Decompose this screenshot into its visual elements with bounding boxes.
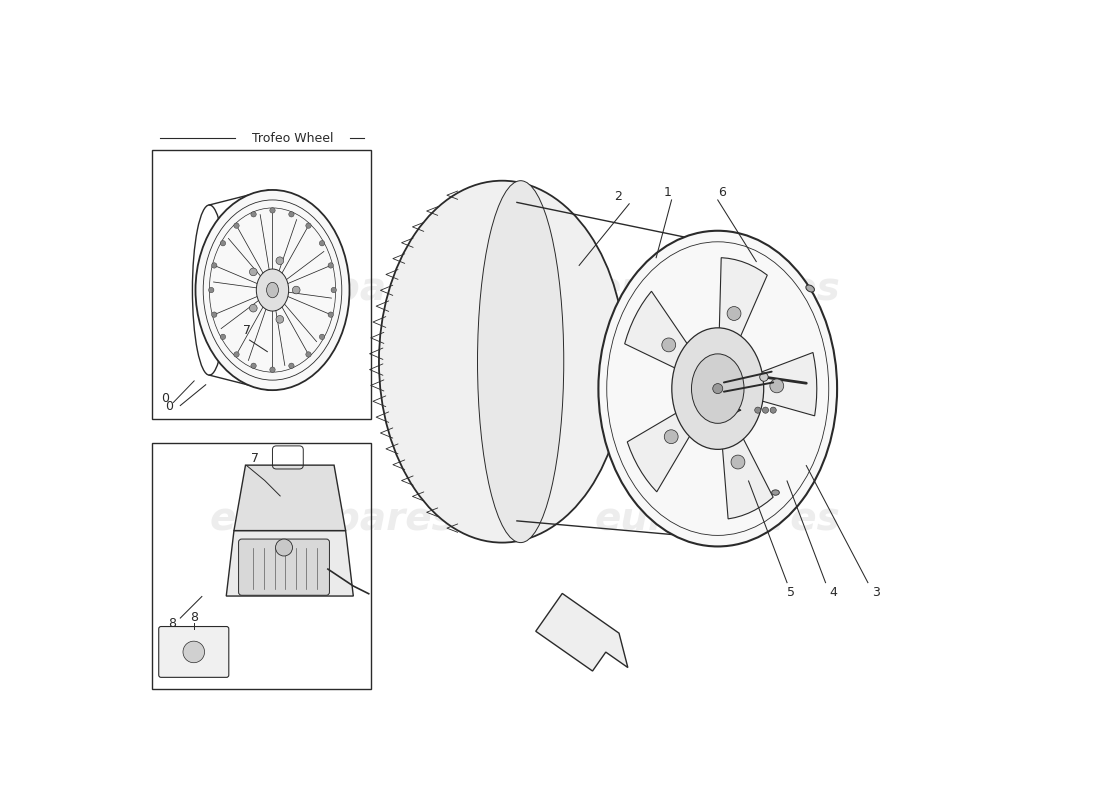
Circle shape — [220, 241, 225, 246]
Circle shape — [770, 379, 783, 393]
Circle shape — [275, 539, 293, 556]
Circle shape — [251, 212, 256, 217]
Ellipse shape — [658, 236, 724, 541]
Circle shape — [288, 363, 294, 369]
Circle shape — [732, 455, 745, 469]
Circle shape — [755, 407, 761, 414]
Text: 8: 8 — [190, 611, 198, 624]
Text: 6: 6 — [717, 186, 726, 198]
Polygon shape — [234, 465, 345, 530]
Circle shape — [662, 338, 675, 352]
Text: eurospares: eurospares — [210, 501, 455, 538]
Text: 0: 0 — [165, 400, 174, 413]
Circle shape — [331, 287, 337, 293]
Circle shape — [220, 334, 225, 339]
Circle shape — [306, 223, 311, 228]
Ellipse shape — [196, 190, 350, 390]
Ellipse shape — [256, 269, 288, 311]
Circle shape — [270, 208, 275, 213]
Polygon shape — [627, 404, 700, 492]
Circle shape — [328, 262, 333, 268]
Text: eurospares: eurospares — [595, 501, 840, 538]
Polygon shape — [746, 353, 817, 416]
Circle shape — [250, 268, 257, 276]
Text: 4: 4 — [829, 586, 837, 599]
Ellipse shape — [772, 490, 779, 495]
Ellipse shape — [692, 354, 744, 423]
Circle shape — [211, 262, 217, 268]
Circle shape — [306, 352, 311, 357]
Circle shape — [276, 257, 284, 265]
Bar — [152, 150, 372, 419]
Text: 2: 2 — [614, 190, 622, 202]
Bar — [152, 442, 372, 689]
Circle shape — [183, 641, 205, 662]
Circle shape — [293, 286, 300, 294]
Circle shape — [319, 241, 324, 246]
Circle shape — [328, 312, 333, 318]
Circle shape — [288, 212, 294, 217]
Circle shape — [211, 312, 217, 318]
Circle shape — [270, 367, 275, 372]
Text: 7: 7 — [242, 324, 251, 338]
Polygon shape — [536, 594, 628, 671]
Polygon shape — [227, 530, 353, 596]
Text: Trofeo Wheel: Trofeo Wheel — [252, 132, 333, 145]
Polygon shape — [718, 258, 768, 355]
Circle shape — [251, 363, 256, 369]
Circle shape — [762, 407, 769, 414]
Text: 5: 5 — [786, 586, 795, 599]
Circle shape — [319, 334, 324, 339]
Ellipse shape — [477, 181, 564, 542]
Text: eurospares: eurospares — [210, 270, 455, 307]
Ellipse shape — [266, 282, 278, 298]
Circle shape — [234, 352, 239, 357]
Text: 7: 7 — [251, 452, 258, 465]
FancyBboxPatch shape — [158, 626, 229, 678]
Circle shape — [713, 383, 723, 394]
FancyBboxPatch shape — [239, 539, 329, 595]
Text: 0: 0 — [161, 393, 169, 406]
Text: 3: 3 — [871, 586, 880, 599]
Circle shape — [250, 304, 257, 312]
Circle shape — [209, 287, 213, 293]
Ellipse shape — [646, 246, 690, 530]
Text: 8: 8 — [168, 617, 177, 630]
Ellipse shape — [598, 230, 837, 546]
Ellipse shape — [672, 328, 763, 450]
Circle shape — [234, 223, 239, 228]
Circle shape — [770, 407, 777, 414]
Ellipse shape — [607, 242, 828, 535]
Text: 1: 1 — [663, 186, 672, 198]
Text: eurospares: eurospares — [595, 270, 840, 307]
Circle shape — [664, 430, 678, 444]
Polygon shape — [625, 291, 698, 375]
Circle shape — [760, 373, 768, 382]
Polygon shape — [720, 420, 773, 519]
Ellipse shape — [806, 285, 814, 292]
Circle shape — [276, 315, 284, 323]
Ellipse shape — [378, 181, 625, 542]
Circle shape — [727, 306, 741, 321]
